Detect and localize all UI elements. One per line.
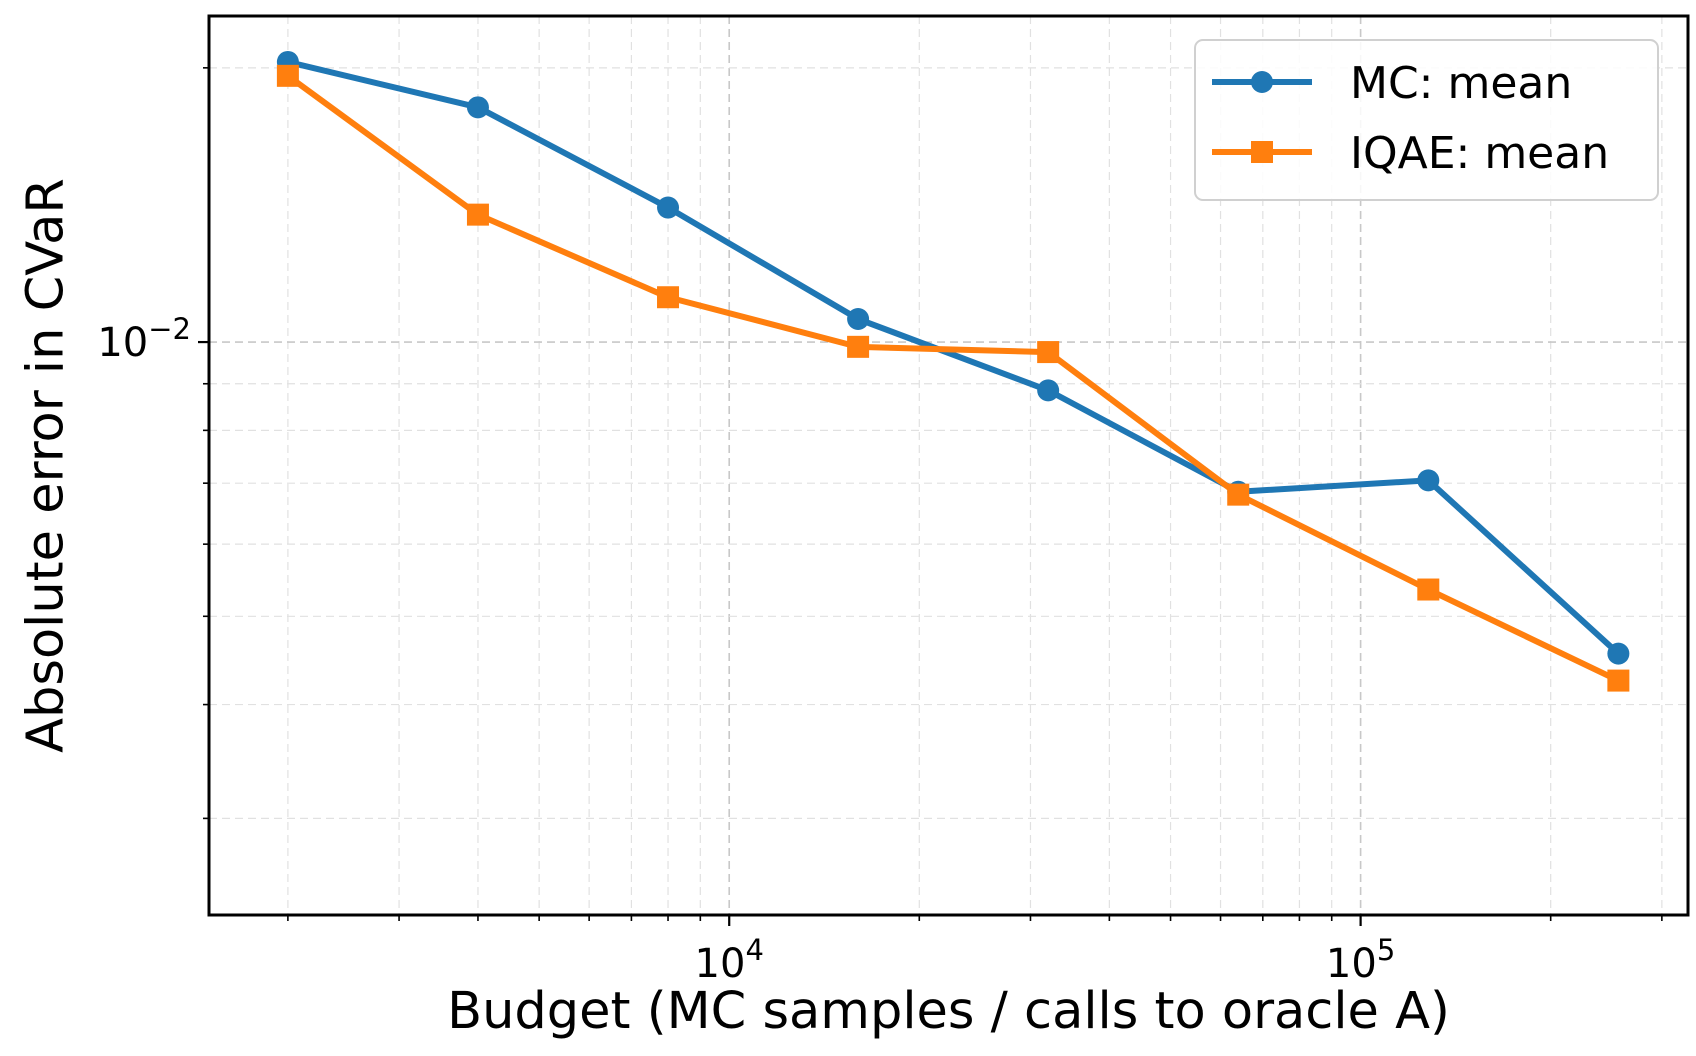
y-axis-label: Absolute error in CVaR bbox=[17, 178, 76, 753]
iqae-data-point bbox=[466, 203, 489, 226]
mc-series-line bbox=[284, 58, 1622, 657]
axis-ticks: 104 105 10−2 bbox=[97, 67, 1663, 987]
x-tick-label: 104 bbox=[695, 933, 764, 987]
iqae-data-point bbox=[1037, 341, 1060, 364]
iqae-data-point bbox=[1227, 483, 1250, 506]
mc-data-point bbox=[1607, 642, 1630, 665]
legend: MC: mean IQAE: mean bbox=[1194, 39, 1659, 201]
iqae-data-point bbox=[1417, 578, 1440, 601]
y-tick-label: 10−2 bbox=[97, 312, 191, 366]
iqae-data-point bbox=[276, 64, 299, 87]
x-axis-label: Budget (MC samples / calls to oracle A) bbox=[447, 982, 1450, 1041]
mc-data-point bbox=[657, 196, 680, 219]
iqae-series-line bbox=[284, 72, 1622, 684]
iqae-legend-label: IQAE: mean bbox=[1350, 128, 1609, 179]
iqae-legend-marker bbox=[1251, 141, 1273, 163]
mc-data-point bbox=[1417, 469, 1440, 492]
mc-legend-marker bbox=[1251, 71, 1273, 93]
mc-data-point bbox=[1037, 379, 1060, 402]
series-layer bbox=[276, 50, 1630, 692]
iqae-data-point bbox=[1607, 669, 1630, 692]
mc-data-point bbox=[847, 308, 870, 331]
iqae-data-point bbox=[847, 335, 870, 358]
mc-legend-label: MC: mean bbox=[1350, 58, 1572, 109]
mc-data-point bbox=[466, 96, 489, 119]
plot-frame bbox=[207, 14, 1690, 917]
iqae-data-point bbox=[657, 286, 680, 309]
x-tick-label: 105 bbox=[1326, 933, 1395, 987]
